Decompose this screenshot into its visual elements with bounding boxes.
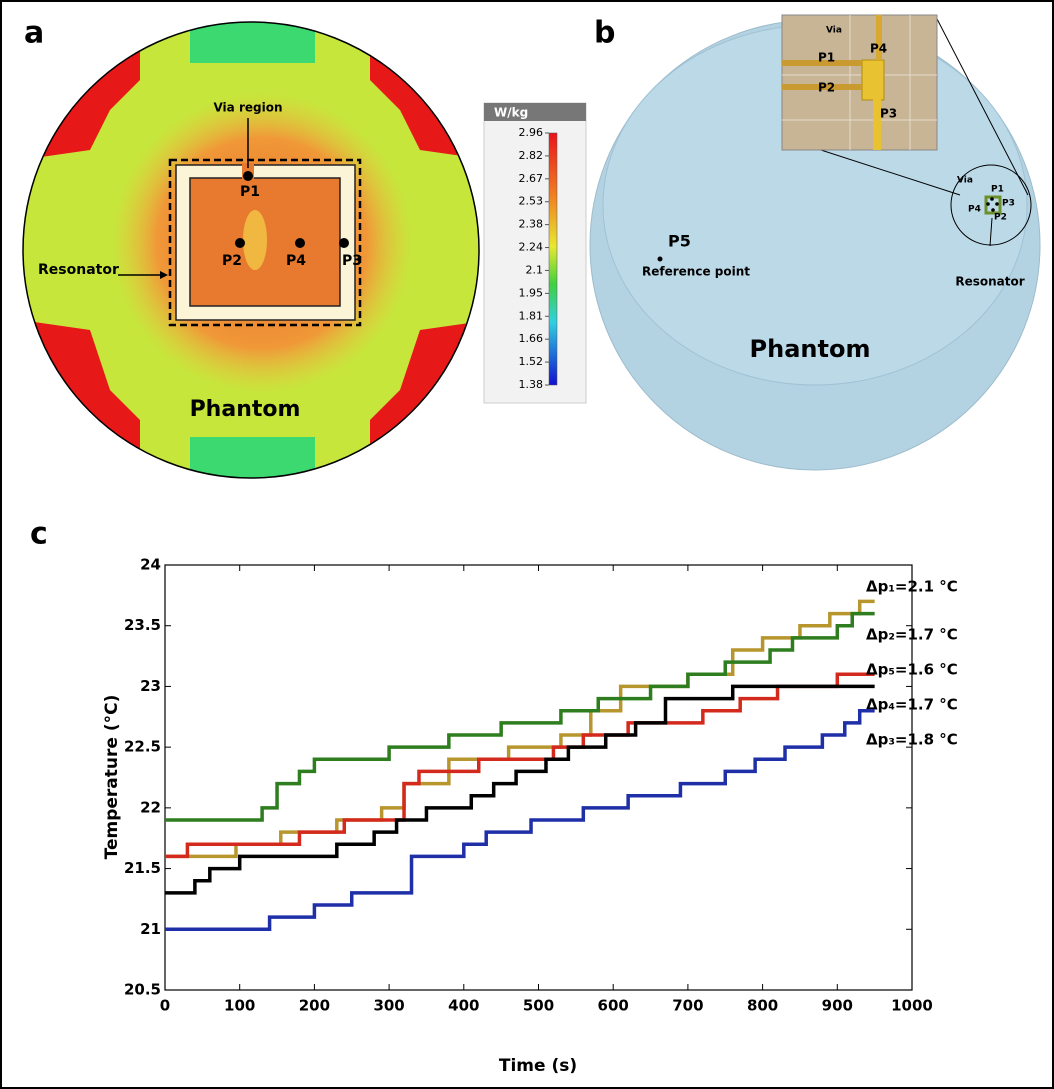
x-tick-label: 400 — [448, 997, 479, 1015]
colorbar-tick-label: 1.66 — [519, 332, 544, 345]
inset-label: P1 — [818, 51, 835, 65]
annotation: Resonator — [955, 275, 1024, 289]
plot-area — [164, 564, 913, 991]
series-line — [165, 684, 875, 895]
colorbar-tick-label: 2.82 — [519, 149, 544, 162]
point-label: P4 — [286, 253, 306, 269]
x-tick-label: 700 — [672, 997, 703, 1015]
detail-label: P2 — [994, 213, 1007, 223]
series-label: Δp₄=1.7 °C — [866, 696, 958, 714]
y-tick-label: 24 — [140, 556, 161, 574]
detail-label: Via — [957, 176, 973, 186]
inset-label: Via — [826, 26, 842, 36]
colorbar-tick-label: 1.81 — [519, 309, 544, 322]
x-tick-label: 800 — [747, 997, 778, 1015]
panel-label: b — [594, 16, 615, 51]
x-tick-label: 200 — [299, 997, 330, 1015]
series-label: Δp₅=1.6 °C — [866, 661, 958, 679]
annotation: Phantom — [190, 397, 301, 422]
series-line — [165, 708, 875, 932]
series-label: Δp₁=2.1 °C — [866, 578, 958, 596]
colorbar-tick-label: 2.1 — [526, 263, 544, 276]
y-tick-label: 20.5 — [124, 981, 161, 999]
colorbar-tick-label: 2.96 — [519, 126, 544, 139]
x-tick-label: 1000 — [891, 997, 933, 1015]
annotation: Phantom — [750, 335, 871, 363]
annotation: Via region — [213, 101, 282, 115]
x-tick-label: 600 — [598, 997, 629, 1015]
inset-label: P3 — [880, 107, 897, 121]
panel-label: c — [30, 517, 48, 552]
colorbar-tick-label: 2.38 — [519, 218, 544, 231]
y-tick-label: 22 — [140, 798, 161, 816]
series-line — [165, 611, 875, 822]
x-tick-label: 500 — [523, 997, 554, 1015]
y-tick-label: 23.5 — [124, 616, 161, 634]
x-tick-label: 300 — [373, 997, 404, 1015]
colorbar-tick-label: 1.38 — [519, 378, 544, 391]
y-axis-label: Temperature (°C) — [102, 695, 122, 860]
colorbar-tick-label: 1.52 — [519, 355, 544, 368]
y-tick-label: 21 — [140, 920, 161, 938]
colorbar-tick-label: 2.67 — [519, 172, 544, 185]
colorbar-tick-label: 2.53 — [519, 195, 544, 208]
colorbar-tick-label: 2.24 — [519, 241, 544, 254]
colorbar-tick-label: 1.95 — [519, 286, 544, 299]
y-tick-label: 22.5 — [124, 738, 161, 756]
x-tick-label: 0 — [160, 997, 170, 1015]
point-label: P2 — [222, 253, 242, 269]
x-tick-label: 100 — [224, 997, 255, 1015]
y-tick-label: 23 — [140, 677, 161, 695]
colorbar-unit: W/kg — [494, 106, 528, 120]
annotation: Reference point — [642, 265, 750, 279]
annotation: Resonator — [38, 262, 119, 278]
y-tick-label: 21.5 — [124, 859, 161, 877]
x-axis-label: Time (s) — [499, 1056, 577, 1076]
point-label: P5 — [668, 232, 691, 251]
point-label: P1 — [240, 184, 260, 200]
series-label: Δp₂=1.7 °C — [866, 626, 958, 644]
detail-label: P4 — [968, 205, 981, 215]
point-label: P3 — [342, 253, 362, 269]
panel-b — [589, 14, 1041, 471]
inset-label: P4 — [870, 42, 887, 56]
x-tick-label: 900 — [822, 997, 853, 1015]
colorbar — [483, 102, 587, 404]
detail-label: P3 — [1002, 199, 1015, 209]
inset-label: P2 — [818, 81, 835, 95]
panel-label: a — [24, 16, 44, 51]
detail-label: P1 — [991, 185, 1004, 195]
series-label: Δp₃=1.8 °C — [866, 731, 958, 749]
series-line — [165, 672, 875, 859]
series-line — [165, 599, 875, 859]
